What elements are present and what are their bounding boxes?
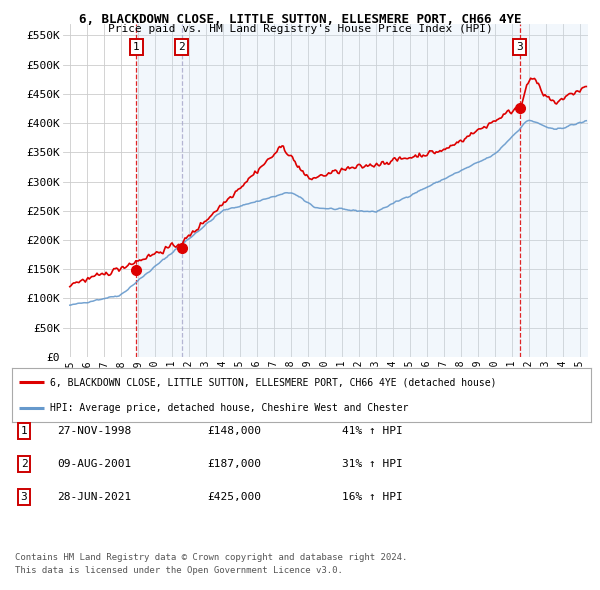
Text: 27-NOV-1998: 27-NOV-1998 — [57, 426, 131, 435]
Text: 28-JUN-2021: 28-JUN-2021 — [57, 492, 131, 502]
Text: 09-AUG-2001: 09-AUG-2001 — [57, 459, 131, 468]
Text: 3: 3 — [517, 42, 523, 52]
Text: 3: 3 — [20, 492, 28, 502]
Text: This data is licensed under the Open Government Licence v3.0.: This data is licensed under the Open Gov… — [15, 566, 343, 575]
Text: 6, BLACKDOWN CLOSE, LITTLE SUTTON, ELLESMERE PORT, CH66 4YE (detached house): 6, BLACKDOWN CLOSE, LITTLE SUTTON, ELLES… — [50, 377, 496, 387]
Bar — [136, 24, 182, 357]
Text: HPI: Average price, detached house, Cheshire West and Chester: HPI: Average price, detached house, Ches… — [50, 404, 408, 413]
Text: 41% ↑ HPI: 41% ↑ HPI — [342, 426, 403, 435]
Text: £148,000: £148,000 — [207, 426, 261, 435]
Text: 31% ↑ HPI: 31% ↑ HPI — [342, 459, 403, 468]
Text: 2: 2 — [179, 42, 185, 52]
Text: 2: 2 — [20, 459, 28, 468]
Text: 1: 1 — [133, 42, 139, 52]
Text: 1: 1 — [20, 426, 28, 435]
Text: 16% ↑ HPI: 16% ↑ HPI — [342, 492, 403, 502]
Text: £425,000: £425,000 — [207, 492, 261, 502]
Bar — [182, 24, 588, 357]
Text: Contains HM Land Registry data © Crown copyright and database right 2024.: Contains HM Land Registry data © Crown c… — [15, 553, 407, 562]
Text: £187,000: £187,000 — [207, 459, 261, 468]
Text: Price paid vs. HM Land Registry's House Price Index (HPI): Price paid vs. HM Land Registry's House … — [107, 24, 493, 34]
Text: 6, BLACKDOWN CLOSE, LITTLE SUTTON, ELLESMERE PORT, CH66 4YE: 6, BLACKDOWN CLOSE, LITTLE SUTTON, ELLES… — [79, 13, 521, 26]
